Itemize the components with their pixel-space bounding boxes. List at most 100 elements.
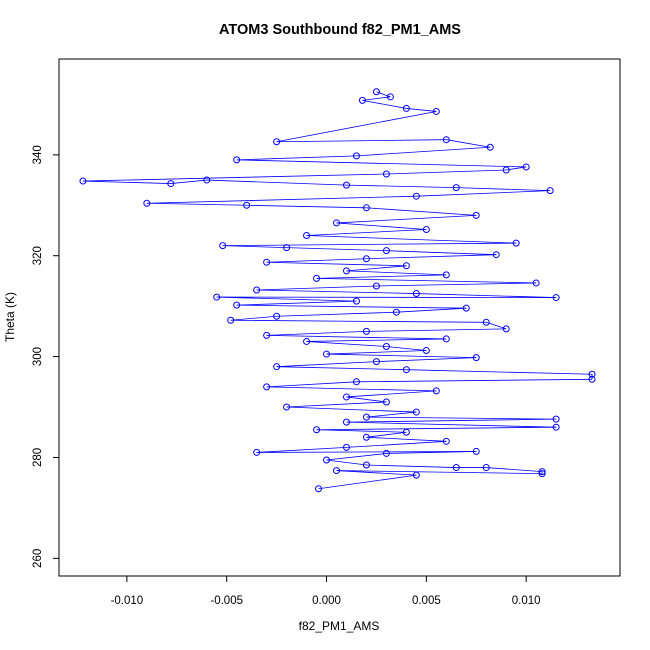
series-segment [246, 204, 367, 209]
data-point [422, 225, 430, 233]
series-segment [346, 184, 457, 189]
series-segment [356, 146, 491, 157]
x-tick-label: -0.005 [210, 595, 243, 607]
series-segment [286, 406, 417, 413]
data-point [522, 163, 530, 171]
series-segment [346, 418, 557, 423]
series-segment [276, 111, 437, 143]
series-segment [326, 353, 477, 358]
series-segment [316, 426, 557, 431]
data-point [362, 255, 370, 263]
series-segment [446, 139, 491, 148]
data-point [472, 447, 480, 455]
data-point [323, 456, 331, 464]
data-point [552, 294, 560, 302]
data-point [213, 293, 221, 301]
series-segment [306, 229, 427, 236]
data-point [253, 286, 261, 294]
series-segment [336, 470, 543, 475]
data-point [482, 318, 490, 326]
data-point [303, 232, 311, 240]
series-segment [386, 169, 507, 175]
data-point [502, 325, 510, 333]
data-point [552, 423, 560, 431]
data-point [452, 464, 460, 472]
data-point [342, 443, 350, 451]
data-point [342, 181, 350, 189]
data-point [492, 251, 500, 259]
data-point [432, 387, 440, 395]
series-segment [326, 350, 427, 355]
data-point [243, 201, 251, 209]
y-tick-label: 300 [32, 347, 44, 366]
series-segment [406, 369, 593, 375]
data-point [203, 176, 211, 184]
data-point [263, 383, 271, 391]
series-segment [256, 446, 347, 453]
data-point [402, 262, 410, 270]
series-segment [396, 307, 467, 313]
series-segment [362, 96, 391, 101]
data-point [342, 393, 350, 401]
data-point [412, 192, 420, 200]
data-point [382, 343, 390, 351]
data-point [273, 363, 281, 371]
series-segment [236, 300, 357, 306]
data-point [283, 403, 291, 411]
series-segment [256, 285, 377, 291]
data-point [362, 413, 370, 421]
data-point [442, 335, 450, 343]
data-point [79, 177, 87, 185]
series-segment [336, 222, 427, 230]
data-point [386, 93, 394, 101]
series-segment [316, 274, 447, 279]
series-segment [386, 346, 427, 351]
series-segment [216, 296, 557, 298]
series-segment [266, 386, 437, 392]
data-point [412, 471, 420, 479]
series-segment [318, 474, 417, 490]
data-point [362, 327, 370, 335]
data-point [402, 366, 410, 374]
data-point [472, 354, 480, 362]
data-point [588, 370, 596, 378]
x-tick-label: -0.010 [111, 595, 144, 607]
series-segment [346, 270, 447, 276]
series-segment [170, 179, 207, 184]
data-point [402, 428, 410, 436]
series-segment [146, 202, 247, 206]
data-point [532, 279, 540, 287]
data-point [472, 211, 480, 219]
series-segment [346, 265, 407, 272]
data-point [372, 88, 380, 96]
data-point [482, 464, 490, 472]
series-segment [326, 459, 367, 466]
data-point [263, 258, 271, 266]
data-point [342, 418, 350, 426]
data-point [358, 96, 366, 104]
series-segment [276, 361, 377, 368]
data-point [372, 282, 380, 290]
series-segment [276, 311, 397, 317]
series-segment [336, 214, 477, 224]
series-segment [266, 381, 357, 388]
data-point [412, 290, 420, 298]
data-point [538, 470, 546, 478]
series-segment [146, 195, 417, 204]
data-point [372, 358, 380, 366]
series-segment [356, 378, 593, 383]
data-point [502, 166, 510, 174]
data-point [352, 378, 360, 386]
series-segment [236, 304, 467, 309]
data-point [442, 271, 450, 279]
series-segment [376, 282, 537, 287]
series-segment [346, 440, 447, 448]
data-point [442, 437, 450, 445]
series-segment [230, 319, 487, 323]
data-point [442, 136, 450, 144]
series-segment [366, 464, 457, 468]
series-segment [386, 250, 497, 256]
data-point [263, 331, 271, 339]
series-segment [366, 207, 477, 216]
